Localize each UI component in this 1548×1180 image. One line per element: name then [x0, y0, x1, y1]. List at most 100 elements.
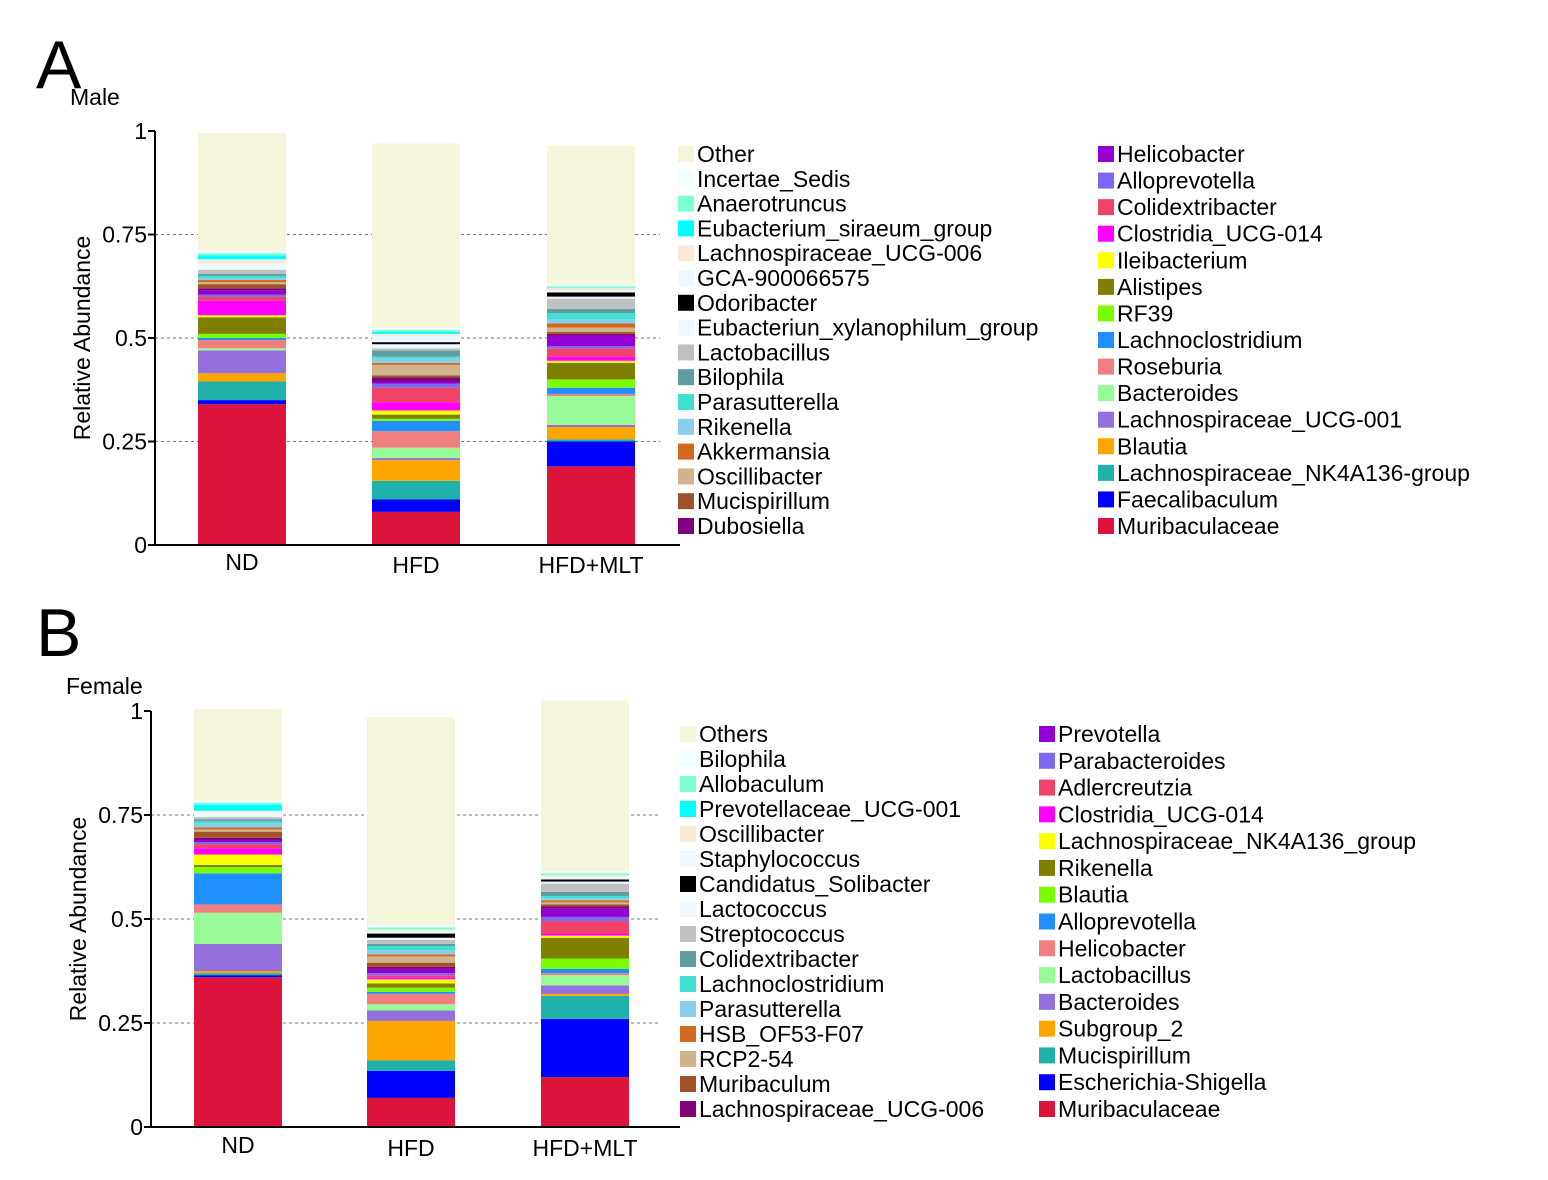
legend-item: Eubacterium_siraeum_group: [678, 215, 992, 241]
bar-segment: [194, 802, 282, 805]
bar-segment: [372, 333, 460, 336]
bar-segment: [198, 296, 286, 301]
bar-segment: [541, 908, 629, 917]
legend-label: Lachnoclostridium: [699, 971, 884, 997]
legend-item: Prevotella: [1039, 721, 1160, 747]
legend-item: Lactobacillus: [1039, 962, 1191, 988]
legend-label: Prevotella: [1058, 721, 1160, 747]
bar-segment: [194, 842, 282, 845]
bar-segment: [547, 427, 635, 440]
legend-item: Allobaculum: [680, 771, 824, 797]
legend-label: Lachnospiraceae_NK4A136-group: [1117, 460, 1470, 486]
bar-segment: [541, 875, 629, 878]
bar-segment: [194, 819, 282, 822]
y-tick-label: 0: [130, 1114, 143, 1140]
legend-swatch: [678, 270, 694, 286]
y-tick-label: 0: [134, 532, 147, 558]
bar-segment: [547, 145, 635, 285]
bar-segment: [372, 414, 460, 419]
bar-segment: [372, 480, 460, 500]
legend-swatch: [678, 344, 694, 361]
legend-swatch: [680, 901, 696, 917]
legend-item: Incertae_Sedis: [678, 166, 850, 192]
legend-item: Subgroup_2: [1039, 1016, 1183, 1042]
legend-label: Lactobacillus: [1058, 962, 1191, 988]
legend-item: Lactobacillus: [678, 339, 830, 365]
bar-segment: [541, 935, 629, 938]
legend-item: Bilophila: [680, 746, 786, 772]
bar-segment: [541, 985, 629, 994]
bar-segment: [198, 404, 286, 545]
bar-segment: [372, 348, 460, 351]
legend-item: Helicobacter: [1039, 935, 1186, 961]
legend-label: Lachnoclostridium: [1117, 327, 1302, 353]
legend-swatch: [680, 1101, 696, 1117]
bar-segment: [541, 958, 629, 969]
bar-segment: [194, 943, 282, 971]
bar-segment: [367, 973, 455, 976]
y-tick-label: 0.25: [98, 1010, 143, 1036]
legend-swatch: [680, 801, 696, 817]
legend-label: Others: [699, 721, 768, 747]
bar-segment: [367, 1020, 455, 1061]
legend-swatch: [1098, 172, 1114, 189]
legend-swatch: [1098, 385, 1114, 402]
bar-segment: [367, 962, 455, 967]
bar-segment: [367, 1097, 455, 1127]
bar-segment: [194, 810, 282, 813]
bar-segment: [547, 335, 635, 347]
bar-segment: [367, 975, 455, 978]
bar-segment: [367, 956, 455, 963]
bar-segment: [198, 133, 286, 252]
bar-segment: [541, 968, 629, 974]
legend-label: Lachnospiraceae_UCG-006: [697, 240, 982, 266]
legend-label: Anaerotruncus: [697, 191, 847, 217]
legend-item: RF39: [1098, 300, 1173, 326]
bar-segment: [198, 273, 286, 276]
legend-label: Lachnospiraceae_UCG-006: [699, 1096, 984, 1122]
legend-item: Others: [680, 721, 768, 747]
bar-segment: [198, 263, 286, 268]
bar-segment: [541, 975, 629, 986]
legend-item: Lachnospiraceae_UCG-006: [680, 1096, 984, 1122]
bar-segment: [194, 831, 282, 838]
legend-swatch: [680, 751, 696, 767]
legend-swatch: [1039, 1074, 1055, 1091]
legend-item: Adlercreutzia: [1039, 775, 1192, 801]
legend-swatch: [678, 468, 694, 485]
legend-label: Alloprevotella: [1058, 909, 1196, 935]
bar-segment: [367, 979, 455, 984]
legend-swatch: [1098, 438, 1114, 455]
bar-segment: [541, 916, 629, 922]
bar-segment: [372, 381, 460, 384]
legend-label: Eubacterium_siraeum_group: [697, 215, 992, 241]
bar-segment: [367, 968, 455, 974]
legend-label: Parabacteroides: [1058, 748, 1226, 774]
legend-item: Bilophila: [678, 364, 784, 390]
bar-segment: [541, 1077, 629, 1127]
legend-item: Lachnospiraceae_NK4A136-group: [1098, 460, 1470, 486]
legend-swatch: [1039, 967, 1055, 984]
bar-segment: [547, 313, 635, 320]
bar-segment: [372, 358, 460, 363]
bar-segment: [547, 333, 635, 336]
x-tick-label: HFD+MLT: [539, 552, 644, 578]
legend-item: Lachnospiraceae_UCG-006: [678, 240, 982, 266]
legend-item: Staphylococcus: [680, 846, 860, 872]
legend-item: Lactococcus: [680, 896, 827, 922]
legend-swatch: [678, 245, 694, 262]
bar-segment: [547, 331, 635, 334]
legend-label: Alistipes: [1117, 274, 1203, 300]
legend-label: Roseburia: [1117, 354, 1222, 380]
legend-label: Other: [697, 141, 755, 167]
legend-item: Blautia: [1039, 882, 1129, 908]
bar-segment: [367, 1070, 455, 1098]
bar-segment: [547, 395, 635, 425]
bar-segment: [372, 327, 460, 330]
bar-segment: [547, 348, 635, 357]
legend-swatch: [678, 418, 694, 435]
bar-segment: [541, 891, 629, 897]
legend-item: HSB_OF53-F07: [680, 1021, 864, 1047]
bar-segment: [372, 356, 460, 359]
